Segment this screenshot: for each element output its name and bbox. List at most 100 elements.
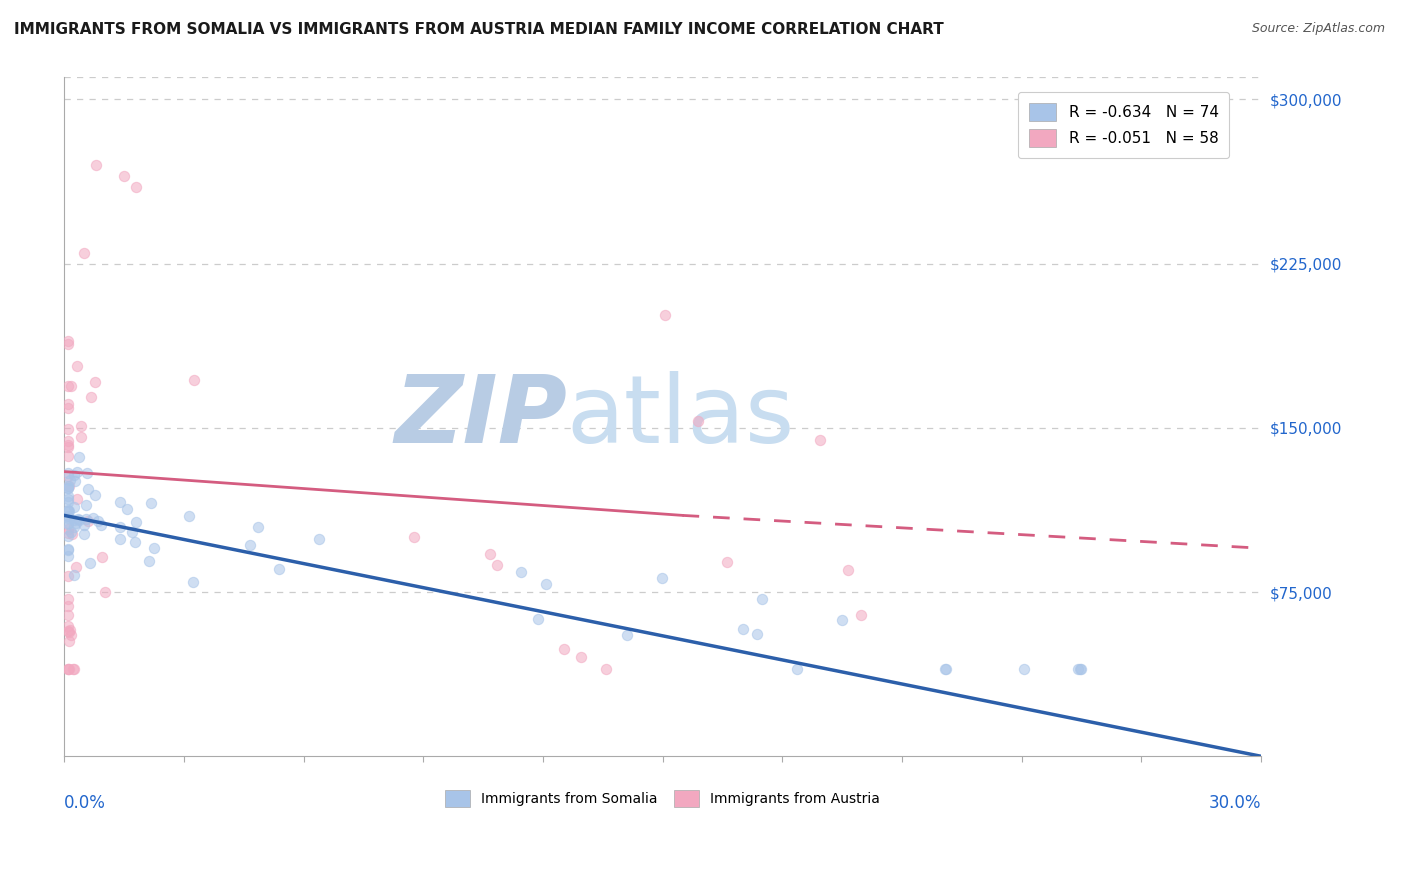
Text: ZIP: ZIP [394,371,567,463]
Point [716,555,738,569]
Point [58,401,80,416]
Point [246,520,269,534]
Point [121,524,143,539]
Point [77,482,100,496]
Point [108,532,131,546]
Point [66,512,89,526]
Point [58,569,80,583]
Point [1069,662,1091,676]
Point [75,499,97,513]
Point [58,481,80,495]
Point [616,627,638,641]
Point [526,611,548,625]
Point [58,618,80,632]
Point [115,501,138,516]
Point [59,524,82,539]
Point [73,518,96,533]
Point [59,473,82,487]
Text: 30.0%: 30.0% [1208,794,1261,812]
Point [808,434,831,448]
Point [138,554,160,568]
Point [108,520,131,534]
Point [58,481,80,495]
Point [58,662,80,676]
Point [58,504,80,518]
Point [110,495,132,509]
Point [65,474,87,488]
Point [58,469,80,483]
Point [60,379,83,393]
Point [58,516,80,531]
Point [58,511,80,525]
Point [183,373,205,387]
Point [58,503,80,517]
Point [84,487,107,501]
Point [87,514,110,528]
Point [124,534,146,549]
Point [77,514,100,528]
Point [70,430,93,444]
Point [58,467,80,481]
Point [837,563,859,577]
Point [1070,662,1092,676]
Point [79,557,101,571]
Point [831,613,853,627]
Point [58,591,80,606]
Point [58,549,80,563]
Point [595,662,617,676]
Point [934,662,956,676]
Point [63,513,86,527]
Point [58,525,80,540]
Point [58,336,80,351]
Point [58,449,80,463]
Point [70,418,93,433]
Point [60,527,83,541]
Point [58,489,80,503]
Point [58,625,80,640]
Text: 0.0%: 0.0% [65,794,105,812]
Point [75,512,97,526]
Point [67,513,90,527]
Point [651,571,673,585]
Point [66,492,89,507]
Point [91,549,114,564]
Point [58,634,80,648]
Point [58,495,80,509]
Point [63,468,86,483]
Point [58,509,80,524]
Point [80,390,103,404]
Legend: Immigrants from Somalia, Immigrants from Austria: Immigrants from Somalia, Immigrants from… [439,783,887,814]
Point [751,592,773,607]
Point [58,334,80,348]
Point [733,622,755,636]
Point [58,662,80,676]
Point [58,624,80,639]
Point [58,607,80,622]
Point [65,560,87,574]
Point [851,608,873,623]
Point [63,662,86,676]
Point [142,541,165,555]
Point [67,450,90,464]
Point [125,515,148,529]
Point [58,599,80,614]
Point [63,568,86,582]
Point [58,491,80,506]
Point [63,500,86,514]
Point [747,627,769,641]
Text: IMMIGRANTS FROM SOMALIA VS IMMIGRANTS FROM AUSTRIA MEDIAN FAMILY INCOME CORRELAT: IMMIGRANTS FROM SOMALIA VS IMMIGRANTS FR… [14,22,943,37]
Point [84,158,107,172]
Point [58,479,80,493]
Point [73,245,96,260]
Point [93,585,115,599]
Point [65,516,87,530]
Point [58,379,80,393]
Point [62,520,84,534]
Point [58,422,80,436]
Point [183,574,205,589]
Point [536,576,558,591]
Point [82,511,104,525]
Point [58,516,80,531]
Point [112,169,135,183]
Point [58,438,80,452]
